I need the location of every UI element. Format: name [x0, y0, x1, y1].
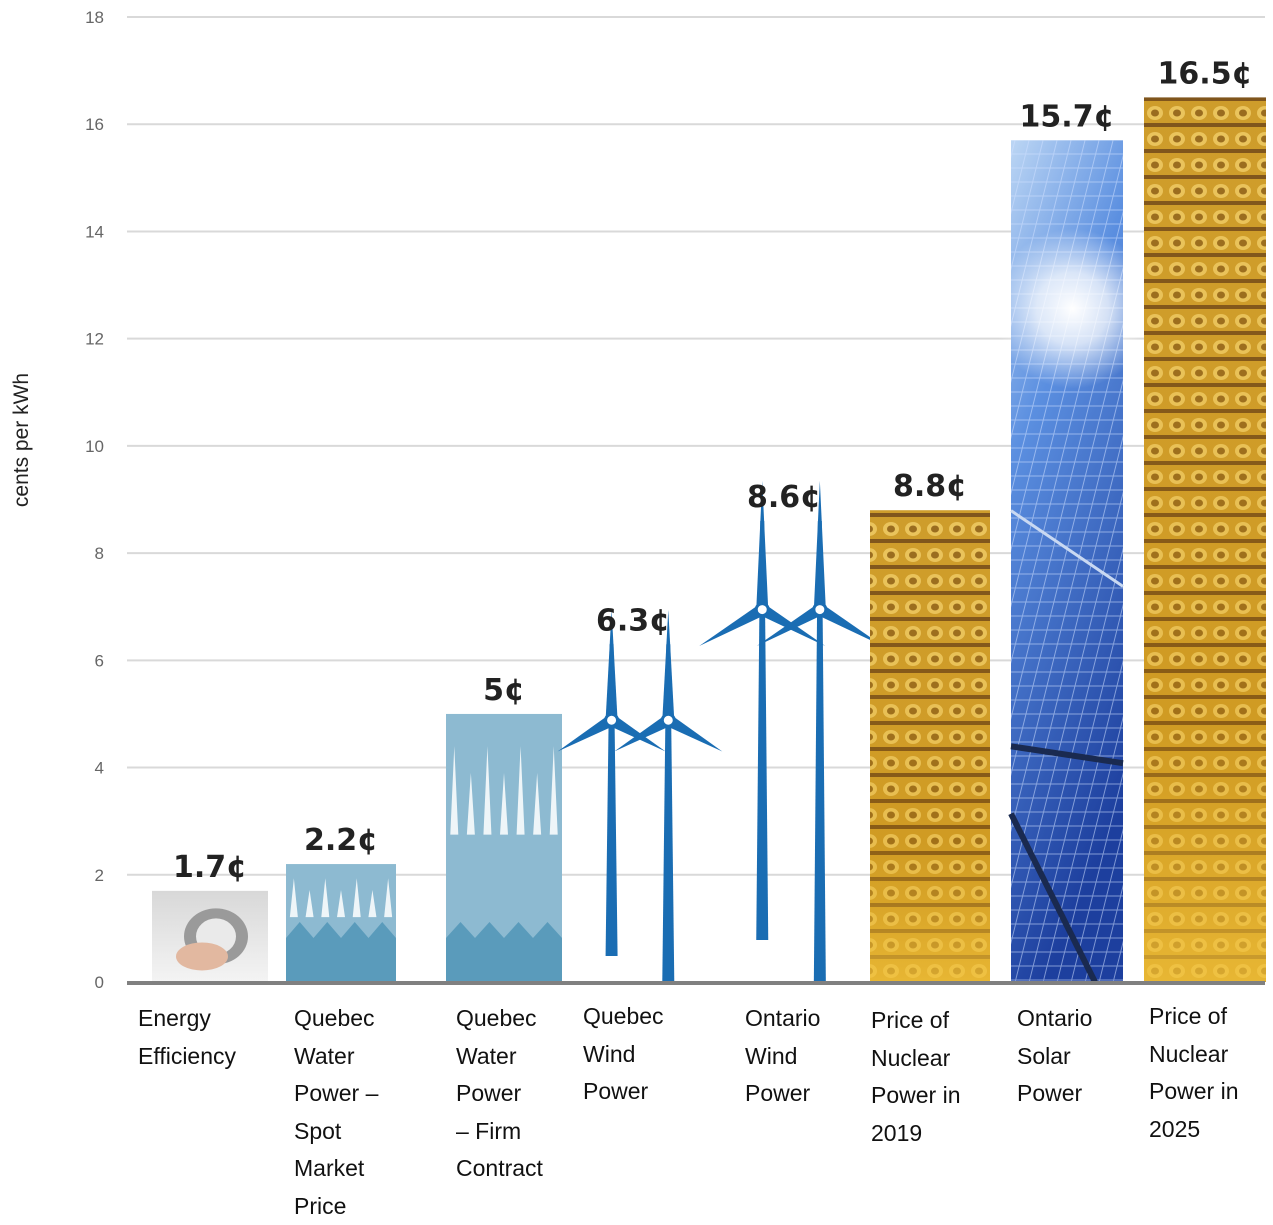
y-tick-label: 2: [95, 866, 104, 885]
y-tick-label: 4: [95, 759, 104, 778]
category-label-line: Energy: [138, 1000, 263, 1038]
category-label-line: Quebec: [294, 1000, 419, 1038]
category-label-line: Price of: [871, 1002, 996, 1040]
bar-shading: [870, 510, 990, 982]
category-label-line: Power: [745, 1075, 870, 1113]
y-tick-label: 0: [95, 973, 104, 992]
category-label-line: Contract: [456, 1150, 581, 1188]
category-label-line: Quebec: [583, 998, 708, 1036]
bar-3: [446, 714, 562, 982]
category-label-line: Spot: [294, 1113, 419, 1151]
category-label-line: Nuclear: [871, 1040, 996, 1078]
category-label-line: Power –: [294, 1075, 419, 1113]
value-label: 6.3¢: [596, 603, 670, 638]
y-axis-ticks: 0 2 4 6 8 10 12 14 16 18: [85, 8, 104, 992]
y-tick-label: 8: [95, 544, 104, 563]
category-label-line: Market: [294, 1150, 419, 1188]
hand-shape: [176, 942, 228, 970]
bar-5: [699, 481, 883, 982]
category-label-line: 2025: [1149, 1111, 1273, 1149]
value-label: 8.8¢: [893, 469, 967, 504]
bar-4: [558, 610, 723, 982]
y-tick-label: 6: [95, 651, 104, 670]
category-label-line: Price of: [1149, 998, 1273, 1036]
value-label: 5¢: [483, 673, 525, 708]
category-label-line: Quebec: [456, 1000, 581, 1038]
value-label: 16.5¢: [1158, 56, 1253, 91]
turbine-hub: [606, 714, 618, 726]
category-label-line: Efficiency: [138, 1038, 263, 1076]
value-label: 8.6¢: [747, 480, 821, 515]
category-label-line: Nuclear: [1149, 1036, 1273, 1074]
y-tick-label: 12: [85, 330, 104, 349]
category-label-line: Power: [456, 1075, 581, 1113]
bar-6: [870, 510, 990, 982]
category-label-line: Solar: [1017, 1038, 1142, 1076]
turbine-hub: [662, 714, 674, 726]
category-label-line: Water: [456, 1038, 581, 1076]
bar-2: [286, 864, 396, 982]
category-label-line: 2019: [871, 1115, 996, 1153]
y-axis-label: cents per kWh: [10, 373, 34, 507]
category-label-line: – Firm: [456, 1113, 581, 1151]
y-tick-label: 14: [85, 222, 104, 241]
category-label-line: Power: [583, 1073, 708, 1111]
y-tick-label: 10: [85, 437, 104, 456]
value-label: 2.2¢: [304, 823, 378, 858]
category-label-line: Power in: [871, 1077, 996, 1115]
category-label-line: Power in: [1149, 1073, 1273, 1111]
turbine-hub: [756, 604, 768, 616]
bar-shading: [1144, 97, 1266, 982]
category-label-line: Price: [294, 1188, 419, 1225]
category-label-line: Power: [1017, 1075, 1142, 1113]
y-tick-label: 18: [85, 8, 104, 27]
y-tick-label: 16: [85, 115, 104, 134]
bar-1: [152, 891, 268, 982]
category-label-line: Wind: [583, 1036, 708, 1074]
category-label-line: Ontario: [745, 1000, 870, 1038]
bar-8: [1144, 97, 1266, 982]
value-label: 15.7¢: [1020, 99, 1115, 134]
sun-glare: [993, 229, 1153, 389]
category-label-line: Wind: [745, 1038, 870, 1076]
category-label-line: Ontario: [1017, 1000, 1142, 1038]
category-label-line: Water: [294, 1038, 419, 1076]
turbine-hub: [814, 604, 826, 616]
value-label: 1.7¢: [173, 850, 247, 885]
bar-7: [993, 140, 1153, 982]
